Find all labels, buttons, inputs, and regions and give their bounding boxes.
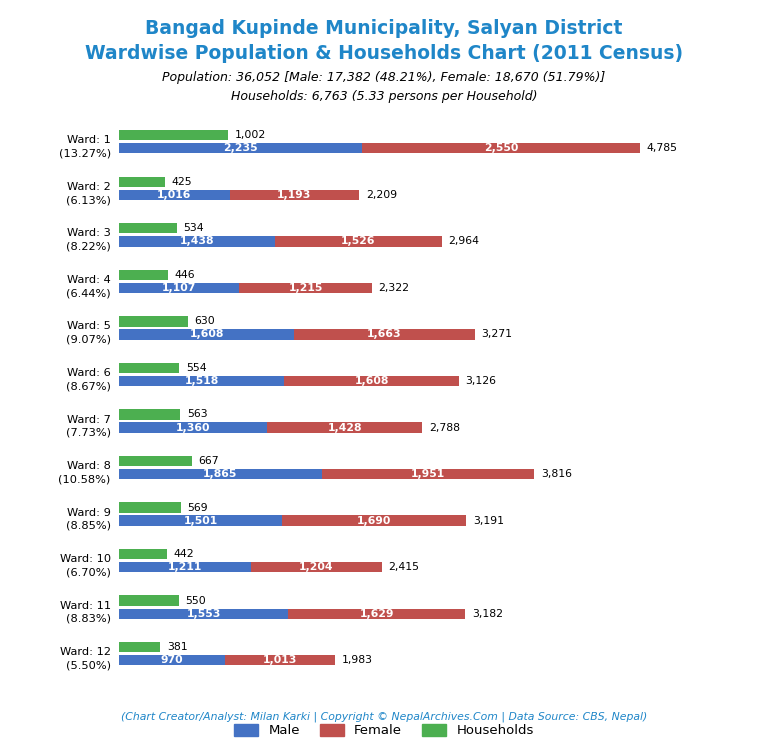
Text: Bangad Kupinde Municipality, Salyan District: Bangad Kupinde Municipality, Salyan Dist… <box>145 19 623 38</box>
Text: 1,438: 1,438 <box>180 236 214 246</box>
Text: 1,002: 1,002 <box>234 130 266 140</box>
Bar <box>119 283 240 293</box>
Text: (Chart Creator/Analyst: Milan Karki | Copyright © NepalArchives.Com | Data Sourc: (Chart Creator/Analyst: Milan Karki | Co… <box>121 712 647 722</box>
Text: 1,013: 1,013 <box>263 655 297 665</box>
Text: 1,608: 1,608 <box>190 330 223 340</box>
Bar <box>119 190 230 200</box>
Text: 534: 534 <box>184 224 204 233</box>
Text: 2,550: 2,550 <box>484 143 518 154</box>
Text: 3,271: 3,271 <box>482 330 512 340</box>
Text: 2,322: 2,322 <box>378 283 409 293</box>
Bar <box>119 655 224 665</box>
Text: 1,663: 1,663 <box>367 330 402 340</box>
Bar <box>230 190 359 200</box>
Text: 381: 381 <box>167 642 187 652</box>
Text: 1,016: 1,016 <box>157 190 191 200</box>
Text: 4,785: 4,785 <box>646 143 677 154</box>
Text: 667: 667 <box>198 456 219 466</box>
Bar <box>119 143 362 154</box>
Text: 2,964: 2,964 <box>448 236 479 246</box>
Bar <box>119 236 276 246</box>
Text: 1,951: 1,951 <box>411 469 445 479</box>
Bar <box>119 642 161 652</box>
Text: 442: 442 <box>174 549 194 559</box>
Bar <box>119 469 322 479</box>
Text: 2,788: 2,788 <box>429 422 460 432</box>
Bar <box>119 596 179 605</box>
Bar <box>119 549 167 559</box>
Text: 970: 970 <box>161 655 183 665</box>
Bar <box>119 363 179 373</box>
Bar <box>276 236 442 246</box>
Text: 563: 563 <box>187 410 207 419</box>
Bar <box>240 283 372 293</box>
Bar <box>119 270 167 280</box>
Bar <box>322 469 535 479</box>
Text: Wardwise Population & Households Chart (2011 Census): Wardwise Population & Households Chart (… <box>85 44 683 62</box>
Bar <box>362 143 640 154</box>
Text: 1,204: 1,204 <box>299 562 333 572</box>
Text: 1,360: 1,360 <box>176 422 210 432</box>
Bar <box>119 329 294 340</box>
Bar <box>119 608 288 619</box>
Text: 1,690: 1,690 <box>357 516 392 526</box>
Text: 446: 446 <box>174 270 195 280</box>
Bar <box>284 376 459 386</box>
Text: 550: 550 <box>185 596 206 605</box>
Text: Households: 6,763 (5.33 persons per Household): Households: 6,763 (5.33 persons per Hous… <box>230 90 538 103</box>
Bar <box>119 177 165 187</box>
Bar <box>119 223 177 233</box>
Text: 1,428: 1,428 <box>327 422 362 432</box>
Text: 1,983: 1,983 <box>341 655 372 665</box>
Text: 3,182: 3,182 <box>472 608 503 619</box>
Bar <box>119 456 191 466</box>
Text: 3,191: 3,191 <box>473 516 504 526</box>
Text: 3,126: 3,126 <box>465 376 497 386</box>
Bar <box>119 130 228 141</box>
Bar <box>119 562 251 572</box>
Text: 1,518: 1,518 <box>184 376 219 386</box>
Bar <box>119 316 187 327</box>
Legend: Male, Female, Households: Male, Female, Households <box>229 718 539 742</box>
Text: Population: 36,052 [Male: 17,382 (48.21%), Female: 18,670 (51.79%)]: Population: 36,052 [Male: 17,382 (48.21%… <box>162 71 606 84</box>
Bar <box>119 376 284 386</box>
Text: 1,211: 1,211 <box>167 562 202 572</box>
Text: 2,235: 2,235 <box>223 143 258 154</box>
Text: 630: 630 <box>194 316 215 327</box>
Bar <box>294 329 475 340</box>
Text: 1,526: 1,526 <box>341 236 376 246</box>
Text: 1,107: 1,107 <box>162 283 197 293</box>
Text: 1,865: 1,865 <box>204 469 237 479</box>
Bar <box>119 516 283 526</box>
Bar <box>267 422 422 433</box>
Text: 2,209: 2,209 <box>366 190 397 200</box>
Bar <box>288 608 465 619</box>
Text: 1,608: 1,608 <box>355 376 389 386</box>
Bar <box>119 422 267 433</box>
Bar <box>224 655 335 665</box>
Text: 1,215: 1,215 <box>289 283 323 293</box>
Text: 554: 554 <box>186 363 207 373</box>
Bar <box>119 502 181 513</box>
Bar <box>119 410 180 419</box>
Text: 1,553: 1,553 <box>187 608 220 619</box>
Text: 1,629: 1,629 <box>359 608 394 619</box>
Bar <box>251 562 382 572</box>
Text: 1,193: 1,193 <box>277 190 312 200</box>
Text: 2,415: 2,415 <box>389 562 419 572</box>
Text: 425: 425 <box>172 177 193 187</box>
Bar <box>283 516 466 526</box>
Text: 3,816: 3,816 <box>541 469 571 479</box>
Text: 1,501: 1,501 <box>184 516 218 526</box>
Text: 569: 569 <box>187 502 208 513</box>
